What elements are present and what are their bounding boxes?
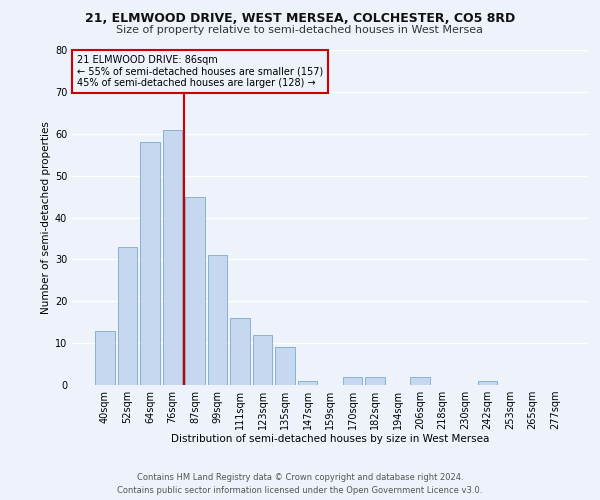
Bar: [230, 318, 250, 385]
Bar: [298, 381, 317, 385]
Bar: [95, 330, 115, 385]
Text: 21 ELMWOOD DRIVE: 86sqm
← 55% of semi-detached houses are smaller (157)
45% of s: 21 ELMWOOD DRIVE: 86sqm ← 55% of semi-de…: [77, 55, 323, 88]
X-axis label: Distribution of semi-detached houses by size in West Mersea: Distribution of semi-detached houses by …: [171, 434, 489, 444]
Bar: [208, 255, 227, 385]
Bar: [185, 196, 205, 385]
Bar: [365, 376, 385, 385]
Text: 21, ELMWOOD DRIVE, WEST MERSEA, COLCHESTER, CO5 8RD: 21, ELMWOOD DRIVE, WEST MERSEA, COLCHEST…: [85, 12, 515, 26]
Bar: [118, 247, 137, 385]
Bar: [275, 348, 295, 385]
Bar: [478, 381, 497, 385]
Bar: [343, 376, 362, 385]
Text: Size of property relative to semi-detached houses in West Mersea: Size of property relative to semi-detach…: [116, 25, 484, 35]
Text: Contains HM Land Registry data © Crown copyright and database right 2024.
Contai: Contains HM Land Registry data © Crown c…: [118, 474, 482, 495]
Y-axis label: Number of semi-detached properties: Number of semi-detached properties: [41, 121, 50, 314]
Bar: [410, 376, 430, 385]
Bar: [253, 335, 272, 385]
Bar: [140, 142, 160, 385]
Bar: [163, 130, 182, 385]
